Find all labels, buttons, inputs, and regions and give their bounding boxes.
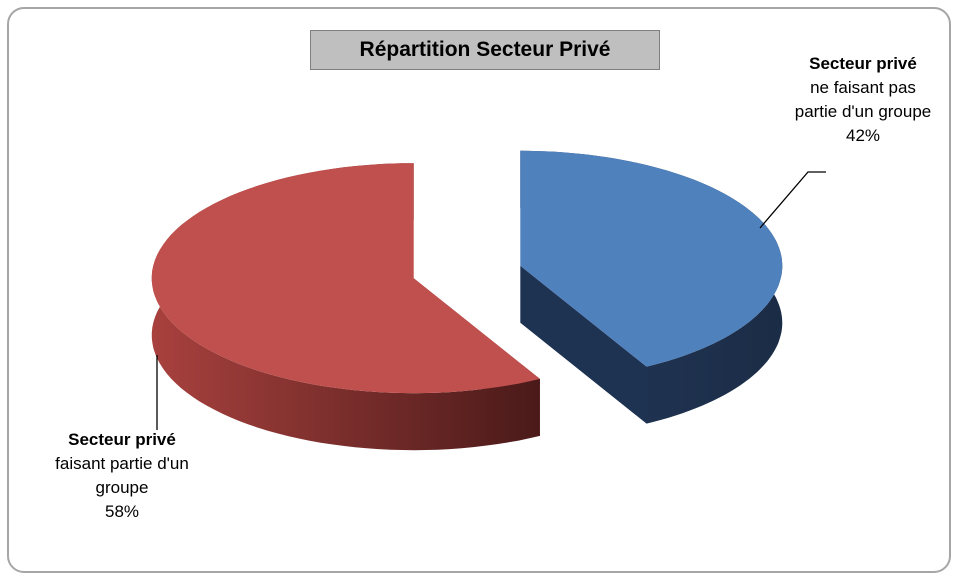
pie-slice [151,163,540,394]
data-label: Secteur privé ne faisant pas partie d'un… [768,52,958,148]
label-title: Secteur privé [68,430,176,449]
label-detail: faisant partie d'un groupe [55,454,189,497]
pie-slice [520,150,783,367]
slice-side [520,265,647,424]
value-label: 42% [845,126,881,145]
leader-line [759,171,826,229]
chart-frame [7,7,951,573]
label-detail: ne faisant pas partie d'un groupe [794,78,932,121]
pie [151,150,783,451]
value-label: 58% [104,502,140,521]
chart-title: Répartition Secteur Privé [310,30,660,70]
data-label: Secteur privé faisant partie d'un groupe… [27,428,217,524]
label-title: Secteur privé [809,54,917,73]
